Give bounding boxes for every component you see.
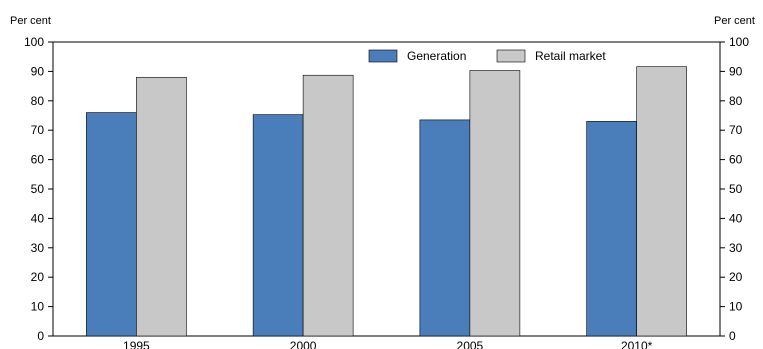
y-tick-label-left: 60 bbox=[31, 153, 45, 167]
legend: Generation Retail market bbox=[368, 49, 606, 63]
y-ticks-left: 0 10 20 30 40 50 60 70 80 90 100 bbox=[24, 35, 53, 343]
y-axis-label-right: Per cent bbox=[714, 15, 755, 27]
y-tick-label-right: 100 bbox=[729, 35, 749, 49]
y-tick-label-left: 90 bbox=[31, 64, 45, 78]
bar-generation-3 bbox=[419, 119, 471, 337]
bar-retail-market-4 bbox=[636, 66, 687, 337]
x-tick-label: 1995 bbox=[123, 339, 150, 349]
x-tick-label: 2005 bbox=[457, 339, 484, 349]
y-tick-label-left: 80 bbox=[31, 94, 45, 108]
legend-label-retail-market: Retail market bbox=[535, 49, 606, 63]
y-tick-label-left: 50 bbox=[31, 182, 45, 196]
y-tick-label-left: 100 bbox=[24, 35, 44, 49]
legend-swatch-retail-market bbox=[496, 49, 526, 63]
bars bbox=[86, 66, 687, 337]
y-tick-label-right: 60 bbox=[729, 153, 743, 167]
x-tick-label: 2010* bbox=[621, 339, 653, 349]
y-tick-label-left: 30 bbox=[31, 241, 45, 255]
bar-generation-2 bbox=[252, 114, 304, 337]
legend-label-generation: Generation bbox=[407, 49, 466, 63]
y-tick-label-right: 80 bbox=[729, 94, 743, 108]
y-tick-label-left: 10 bbox=[31, 300, 45, 314]
bar-generation-1 bbox=[86, 112, 137, 337]
y-tick-label-right: 40 bbox=[729, 211, 743, 225]
y-tick-label-right: 10 bbox=[729, 300, 743, 314]
y-tick-label-right: 90 bbox=[729, 64, 743, 78]
y-tick-label-right: 0 bbox=[729, 329, 736, 343]
y-tick-label-right: 30 bbox=[729, 241, 743, 255]
legend-swatch-generation bbox=[368, 49, 398, 63]
bar-retail-market-1 bbox=[136, 76, 187, 337]
y-tick-label-left: 40 bbox=[31, 211, 45, 225]
x-tick-label: 2000 bbox=[290, 339, 317, 349]
bar-retail-market-2 bbox=[302, 74, 354, 337]
y-tick-label-left: 70 bbox=[31, 123, 45, 137]
x-ticks: 1995 2000 2005 2010* bbox=[123, 339, 653, 349]
y-tick-label-left: 20 bbox=[31, 270, 45, 284]
y-tick-label-right: 70 bbox=[729, 123, 743, 137]
y-axis-label-left: Per cent bbox=[10, 15, 51, 27]
y-tick-label-left: 0 bbox=[37, 329, 44, 343]
y-tick-label-right: 20 bbox=[729, 270, 743, 284]
bar-retail-market-3 bbox=[469, 70, 521, 337]
y-tick-label-right: 50 bbox=[729, 182, 743, 196]
y-ticks-right: 0 10 20 30 40 50 60 70 80 90 100 bbox=[720, 35, 749, 343]
bar-generation-4 bbox=[586, 121, 637, 337]
